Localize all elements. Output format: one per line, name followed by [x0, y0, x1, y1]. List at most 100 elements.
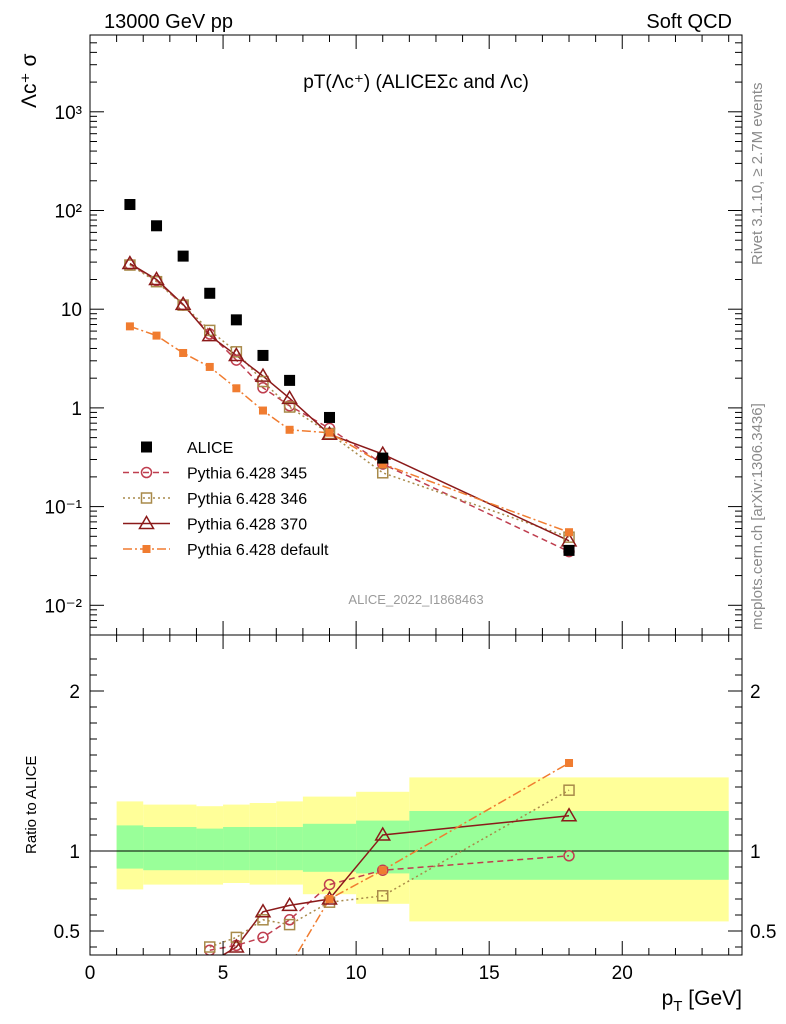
ratio-point [376, 890, 389, 902]
main-point [232, 384, 241, 393]
ratio-point [563, 850, 575, 862]
main-point [257, 381, 269, 394]
main-point [325, 428, 334, 437]
header-left: 13000 GeV pp [104, 11, 233, 33]
band-green [409, 811, 729, 880]
legend: ALICE Pythia 6.428 345 Pythia 6.428 346 Pyt… [123, 440, 329, 559]
main-point [177, 250, 189, 262]
main-point [204, 324, 216, 337]
main-point [230, 346, 243, 358]
xlabel-sub: T [673, 998, 682, 1015]
legend-marker [140, 492, 153, 504]
ratio-ytick-label: 2 [69, 682, 80, 703]
band-green [116, 825, 144, 869]
main-line-pythia-6-428-default [129, 325, 570, 533]
main-point [204, 287, 216, 299]
band-green [196, 828, 224, 871]
ratio-point [565, 759, 574, 767]
ratio-frame [89, 634, 743, 956]
legend-label: Pythia 6.428 370 [187, 517, 307, 534]
main-point [254, 367, 272, 382]
main-point [377, 452, 389, 464]
main-ylabel: Λc⁺ σ [18, 54, 41, 108]
main-point [121, 255, 139, 270]
mcplots-label: mcplots.cern.ch [arXiv:1306.3436] [749, 403, 766, 630]
legend-label: Pythia 6.428 345 [187, 466, 307, 483]
ratio-ytick-label-right: 2 [750, 682, 761, 703]
xlabel-main: p [662, 987, 674, 1010]
main-point [179, 348, 188, 357]
ratio-point [283, 918, 296, 931]
legend-label: ALICE [187, 440, 233, 457]
main-point [378, 460, 387, 469]
ratio-point [257, 931, 269, 944]
ratio-xtick-label: 20 [612, 963, 633, 984]
ratio-xtick-label: 5 [218, 963, 229, 984]
main-ytick-label: 10² [55, 201, 82, 222]
ratio-line-pythia-6-428-default [295, 762, 570, 955]
band-green [276, 827, 303, 871]
ratio-point [325, 895, 334, 903]
ratio-point [257, 914, 269, 926]
main-point [283, 401, 296, 413]
legend-entry: Pythia 6.428 370 [123, 515, 307, 534]
rivet-label: Rivet 3.1.10, ≥ 2.7M events [749, 83, 766, 266]
main-point [205, 362, 214, 371]
ratio-point [376, 864, 389, 876]
ratio-ytick-label: 1 [69, 842, 80, 863]
main-point [284, 374, 296, 386]
ratio-xtick-label: 15 [479, 963, 500, 984]
main-ytick-label: 10⁻² [45, 596, 83, 617]
ratio-point [563, 784, 575, 796]
ratio-xtick-label: 0 [85, 963, 96, 984]
ratio-point [228, 938, 245, 953]
main-point [201, 327, 219, 342]
header-right: Soft QCD [646, 11, 732, 33]
main-point [151, 220, 163, 232]
main-line-pythia-6-428-370 [129, 262, 570, 542]
legend-marker [140, 466, 153, 479]
main-point [563, 544, 575, 556]
legend-entry: Pythia 6.428 default [123, 542, 329, 559]
ratio-point [378, 866, 387, 875]
main-point [281, 389, 298, 405]
main-point [148, 270, 165, 286]
main-panel: 10⁻² 10⁻¹ 1 10 10² 10³ pT(Λc⁺) (ALICEΣc and Λ… [18, 34, 743, 636]
ratio-point [323, 878, 336, 891]
ratio-line-pythia-6-428-370 [221, 815, 570, 955]
ratio-ytick-label: 0.5 [54, 922, 80, 943]
ratio-point [254, 903, 272, 918]
ratio-point [281, 896, 298, 912]
main-ytick-label: 10³ [55, 103, 82, 124]
legend-label: Pythia 6.428 346 [187, 491, 307, 508]
legend-marker [142, 545, 151, 553]
analysis-label: ALICE_2022_I1868463 [348, 592, 483, 607]
band-green [223, 827, 250, 871]
ratio-point [204, 941, 216, 953]
main-point [124, 199, 136, 211]
ratio-point [374, 826, 392, 841]
legend-marker [138, 515, 155, 530]
ratio-line-pythia-6-428-346 [209, 789, 570, 948]
ratio-xlabel: pT [GeV] [662, 987, 742, 1015]
main-point [152, 331, 161, 340]
legend-label: Pythia 6.428 default [187, 542, 329, 559]
main-point [228, 346, 245, 362]
ratio-ytick-label-right: 0.5 [750, 922, 776, 943]
legend-entry: ALICE [141, 440, 233, 457]
main-point [565, 528, 574, 537]
legend-entry: Pythia 6.428 345 [123, 466, 307, 483]
xlabel-unit: [GeV] [682, 987, 742, 1010]
band-green [249, 827, 277, 871]
main-point [285, 425, 294, 434]
ratio-ylabel: Ratio to ALICE [23, 756, 40, 854]
main-point [258, 406, 267, 415]
main-point [125, 322, 134, 331]
main-point [257, 349, 269, 361]
main-line-pythia-6-428-345 [129, 263, 570, 553]
main-ytick-label: 1 [71, 399, 82, 420]
main-ytick-label: 10 [61, 300, 82, 321]
ratio-point [560, 807, 578, 822]
main-point [230, 314, 242, 326]
